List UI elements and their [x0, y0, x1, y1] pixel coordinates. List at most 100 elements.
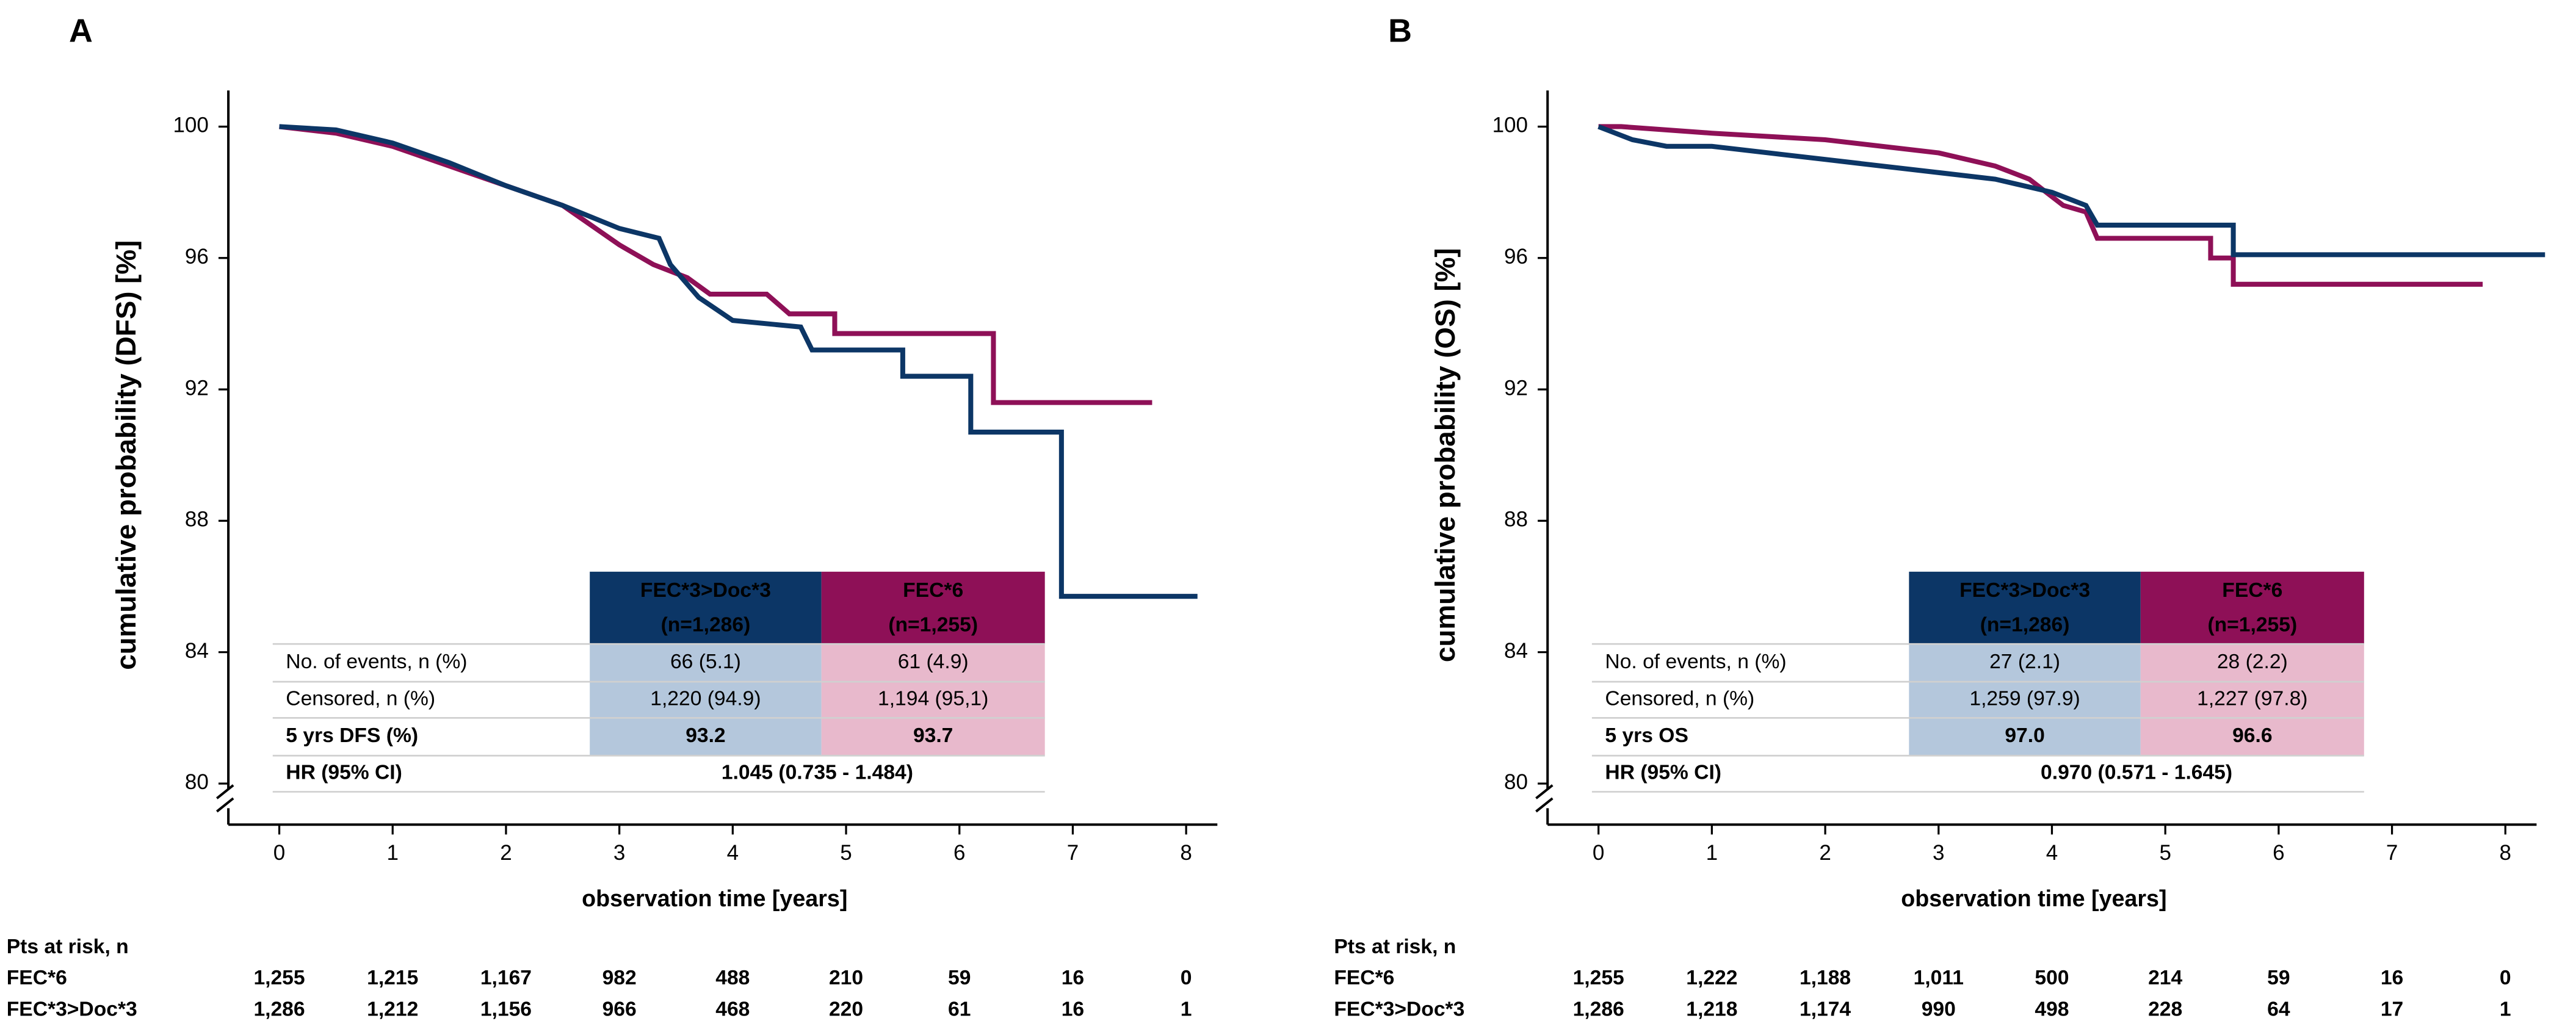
risk-value: 500	[2035, 967, 2069, 989]
x-tick-label: 2	[1819, 841, 1831, 865]
y-tick-label: 88	[185, 508, 209, 532]
table-value: 61 (4.9)	[898, 651, 969, 673]
x-tick-label: 5	[840, 841, 852, 865]
table-header-cell	[821, 571, 1045, 644]
table-cell	[821, 644, 1045, 682]
risk-title: Pts at risk, n	[7, 936, 129, 958]
risk-value: 1,156	[480, 998, 532, 1020]
risk-value: 1,286	[1573, 998, 1624, 1020]
table-value: 96.6	[2232, 724, 2272, 747]
survival-curve	[1597, 124, 2545, 258]
x-tick-label: 8	[2500, 841, 2511, 865]
risk-value: 468	[715, 998, 750, 1020]
table-row-label: Censored, n (%)	[286, 688, 435, 710]
table-value: 1.045 (0.735 - 1.484)	[722, 762, 913, 784]
table-row-label: 5 yrs OS	[1605, 724, 1688, 747]
table-value: 66 (5.1)	[670, 651, 741, 673]
risk-value: 59	[2267, 967, 2290, 989]
y-tick-label: 84	[185, 639, 209, 663]
table-value: 1,259 (97.9)	[1969, 688, 2080, 710]
axis-break	[1535, 784, 1554, 799]
y-tick-label: 100	[173, 114, 208, 137]
risk-value: 220	[829, 998, 863, 1020]
table-value: 27 (2.1)	[1989, 651, 2060, 673]
table-cell	[590, 644, 822, 682]
risk-value: 59	[948, 967, 971, 989]
risk-value: 210	[829, 967, 863, 989]
y-tick-label: 96	[1504, 245, 1528, 269]
risk-value: 990	[1922, 998, 1956, 1020]
risk-title: Pts at risk, n	[1334, 936, 1456, 958]
table-cell	[590, 682, 822, 718]
table-cell	[1909, 644, 2141, 682]
table-value: 1,227 (97.8)	[2197, 688, 2307, 710]
risk-value: 1,218	[1686, 998, 1737, 1020]
panel-label: B	[1388, 12, 1412, 49]
x-tick-label: 4	[2046, 841, 2058, 865]
risk-row-label: FEC*6	[7, 967, 67, 989]
risk-value: 982	[602, 967, 637, 989]
x-axis-label: observation time [years]	[1901, 885, 2166, 911]
x-tick-label: 1	[1706, 841, 1718, 865]
y-tick-label: 80	[1504, 770, 1528, 794]
table-row-label: HR (95% CI)	[1605, 762, 1721, 784]
risk-row-label: FEC*3>Doc*3	[7, 998, 137, 1020]
risk-value: 1,167	[480, 967, 532, 989]
table-header: (n=1,286)	[1980, 614, 2070, 637]
risk-value: 228	[2148, 998, 2182, 1020]
x-tick-label: 0	[273, 841, 285, 865]
risk-value: 0	[2500, 967, 2511, 989]
table-header: (n=1,255)	[2207, 614, 2297, 637]
survival-curve	[279, 124, 1198, 599]
table-row-label: No. of events, n (%)	[1605, 651, 1786, 673]
risk-value: 61	[948, 998, 971, 1020]
x-tick-label: 2	[500, 841, 512, 865]
panel-label: A	[69, 12, 93, 49]
table-cell	[1909, 718, 2141, 756]
x-tick-label: 4	[727, 841, 739, 865]
risk-row-label: FEC*3>Doc*3	[1334, 998, 1464, 1020]
table-value: 1,220 (94.9)	[650, 688, 761, 710]
risk-value: 64	[2267, 998, 2290, 1020]
table-header: FEC*6	[903, 579, 963, 602]
table-cell	[821, 718, 1045, 756]
x-tick-label: 1	[387, 841, 399, 865]
x-tick-label: 5	[2159, 841, 2171, 865]
x-tick-label: 6	[2273, 841, 2284, 865]
risk-value: 16	[1062, 998, 1084, 1020]
survival-curve	[1598, 124, 2483, 287]
y-tick-label: 92	[185, 376, 209, 400]
x-tick-label: 3	[1933, 841, 1944, 865]
y-tick-label: 88	[1504, 508, 1528, 532]
table-header: FEC*3>Doc*3	[640, 579, 771, 602]
risk-value: 1,215	[367, 967, 418, 989]
y-tick-label: 100	[1492, 114, 1528, 137]
risk-value: 498	[2035, 998, 2069, 1020]
y-tick-label: 92	[1504, 376, 1528, 400]
table-cell	[821, 682, 1045, 718]
risk-value: 1	[2500, 998, 2511, 1020]
x-tick-label: 0	[1593, 841, 1604, 865]
table-cell	[2140, 718, 2364, 756]
risk-value: 1,222	[1686, 967, 1737, 989]
x-tick-label: 7	[1067, 841, 1079, 865]
table-header-cell	[590, 571, 822, 644]
x-tick-label: 7	[2386, 841, 2398, 865]
y-tick-label: 84	[1504, 639, 1528, 663]
risk-value: 1,286	[253, 998, 305, 1020]
risk-value: 0	[1181, 967, 1192, 989]
y-axis-label: cumulative probability (OS) [%]	[1430, 248, 1461, 662]
table-value: 0.970 (0.571 - 1.645)	[2041, 762, 2232, 784]
table-row-label: 5 yrs DFS (%)	[286, 724, 418, 747]
table-header: (n=1,286)	[661, 614, 751, 637]
risk-value: 16	[1062, 967, 1084, 989]
axis-break	[215, 784, 234, 799]
table-row-label: Censored, n (%)	[1605, 688, 1754, 710]
table-row-label: No. of events, n (%)	[286, 651, 467, 673]
risk-value: 1,174	[1800, 998, 1851, 1020]
x-tick-label: 3	[613, 841, 625, 865]
table-header-cell	[1909, 571, 2141, 644]
risk-value: 214	[2148, 967, 2182, 989]
table-cell	[1909, 682, 2141, 718]
